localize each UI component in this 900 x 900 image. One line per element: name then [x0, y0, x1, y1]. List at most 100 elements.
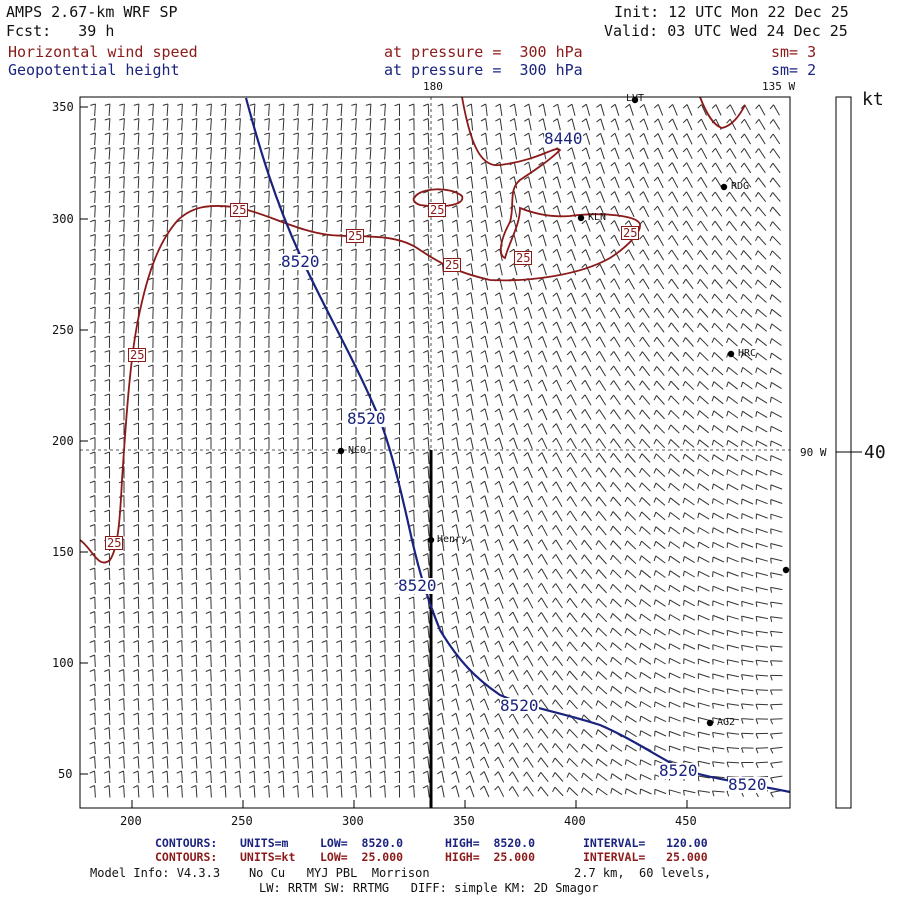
wind-barb	[569, 699, 578, 710]
wind-barb	[626, 759, 637, 766]
wind-barb-flag	[147, 654, 153, 658]
wind-barb-flag	[104, 509, 110, 513]
wind-barb	[556, 336, 562, 348]
wind-barb-flag	[480, 190, 486, 195]
wind-barb	[441, 452, 445, 464]
wind-barb	[598, 409, 607, 420]
wind-barb-flag	[350, 408, 357, 411]
wind-barb	[742, 279, 753, 289]
wind-barb	[727, 498, 739, 505]
wind-barb-flag	[668, 162, 673, 167]
wind-barb-flag	[119, 118, 125, 121]
wind-barb-flag	[380, 248, 386, 252]
wind-barb-flag	[234, 683, 240, 687]
wind-barb	[513, 176, 518, 189]
wind-barb	[499, 292, 503, 305]
wind-barb	[123, 741, 125, 755]
wind-barb-flag	[350, 625, 356, 629]
wind-barb-flag	[523, 176, 529, 180]
wind-barb-flag	[682, 308, 687, 314]
wind-barb-flag	[90, 176, 96, 179]
y-tick-label: 100	[52, 656, 74, 670]
wind-barb-flag	[336, 306, 342, 310]
wind-barb-flag	[437, 596, 443, 601]
wind-barb-flag	[466, 219, 472, 224]
wind-barb-flag	[508, 452, 514, 457]
wind-barb-flag	[379, 306, 386, 310]
wind-barb-flag	[336, 582, 342, 585]
wind-barb	[195, 190, 198, 204]
wind-barb-flag	[278, 277, 284, 281]
wind-barb-flag	[523, 640, 528, 646]
footer-height-title: CONTOURS:	[155, 836, 218, 850]
wind-barb-flag	[206, 132, 212, 135]
wind-barb-flag	[653, 133, 659, 138]
wind-barb	[441, 422, 445, 436]
wind-barb-flag	[249, 408, 255, 411]
wind-barb-flag	[465, 756, 471, 761]
wind-barb	[195, 234, 198, 247]
wind-barb	[714, 177, 723, 188]
wind-barb	[455, 684, 460, 696]
wind-barb	[94, 698, 96, 711]
wind-barb	[108, 669, 111, 682]
wind-barb	[441, 539, 445, 551]
wind-barb-flag	[712, 556, 714, 563]
wind-barb-flag	[422, 567, 429, 571]
wind-barb-flag	[89, 770, 95, 774]
wind-barb-flag	[350, 785, 356, 789]
wind-barb	[584, 321, 592, 334]
wind-barb-flag	[581, 641, 585, 648]
wind-barb-flag	[508, 466, 514, 471]
wind-barb	[655, 453, 666, 463]
wind-barb	[311, 176, 314, 189]
wind-barb-flag	[365, 480, 371, 484]
wind-barb	[282, 712, 285, 726]
wind-barb-flag	[104, 466, 110, 469]
wind-barb-flag	[394, 147, 400, 150]
wind-barb-flag	[726, 264, 730, 270]
wind-barb-flag	[566, 583, 571, 589]
wind-barb-flag	[595, 773, 599, 779]
wind-barb	[340, 785, 343, 798]
wind-barb	[499, 176, 503, 189]
wind-barb	[642, 234, 650, 247]
wind-barb-flag	[162, 176, 168, 179]
wind-barb-flag	[379, 509, 386, 513]
wind-barb-flag	[480, 509, 486, 514]
wind-barb-flag	[307, 611, 313, 614]
wind-barb	[526, 728, 534, 739]
wind-barb	[268, 147, 270, 160]
wind-barb-flag	[336, 741, 342, 745]
wind-barb-flag	[162, 161, 169, 164]
wind-barb-flag	[104, 205, 110, 208]
station-dot-henry	[427, 536, 435, 544]
wind-barb	[268, 741, 270, 755]
wind-barb	[512, 539, 519, 551]
wind-barb-flag	[89, 379, 96, 382]
wind-barb	[684, 395, 695, 405]
wind-barb-flag	[234, 567, 240, 571]
wind-barb	[456, 278, 459, 290]
wind-barb	[699, 293, 709, 304]
wind-barb-flag	[133, 393, 139, 397]
wind-barb	[427, 263, 430, 276]
wind-barb-flag	[422, 640, 429, 644]
wind-barb	[556, 263, 562, 276]
wind-barb-flag	[437, 379, 443, 383]
wind-barb	[626, 700, 637, 709]
wind-barb-flag	[755, 177, 759, 183]
wind-barb-flag	[264, 132, 270, 135]
wind-barb	[456, 365, 459, 377]
wind-barb	[640, 642, 652, 651]
wind-barb-flag	[249, 567, 255, 571]
wind-barb-flag	[466, 234, 472, 238]
station-dot-ag2	[706, 719, 714, 727]
wind-barb	[742, 396, 753, 404]
wind-barb-flag	[205, 683, 211, 687]
wind-barb-flag	[740, 250, 744, 256]
wind-barb	[772, 177, 781, 188]
wind-barb	[384, 654, 386, 668]
wind-barb	[512, 582, 519, 595]
wind-barb	[455, 742, 460, 754]
